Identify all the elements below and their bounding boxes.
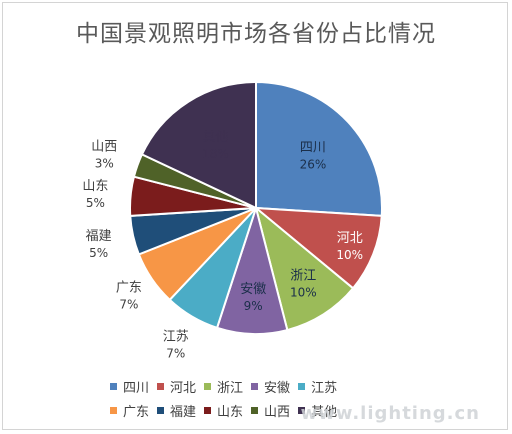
pie-slice bbox=[255, 80, 383, 217]
slice-name-label: 福建 bbox=[86, 229, 112, 244]
legend-swatch bbox=[110, 406, 117, 414]
legend-item: 山西 bbox=[251, 401, 290, 420]
legend-label: 山东 bbox=[217, 404, 244, 420]
slice-name-label: 河北 bbox=[337, 231, 363, 246]
slice-value-label: 10% bbox=[336, 248, 363, 262]
chart-frame bbox=[2, 2, 508, 430]
legend-item: 安徽 bbox=[251, 377, 290, 396]
slice-value-label: 7% bbox=[119, 297, 138, 311]
chart-title: 中国景观照明市场各省份占比情况 bbox=[76, 21, 436, 47]
legend-item: 山东 bbox=[204, 401, 243, 420]
legend-label: 山西 bbox=[264, 404, 291, 420]
slice-name-label: 山西 bbox=[91, 139, 117, 154]
legend-label: 福建 bbox=[170, 404, 197, 420]
legend-swatch bbox=[110, 382, 117, 390]
slice-name-label: 广东 bbox=[116, 280, 142, 295]
legend-row: 广东 福建 山东 山西 其他 bbox=[110, 398, 410, 422]
legend-row: 四川 河北 浙江 安徽 江苏 bbox=[110, 374, 410, 398]
slice-name-label: 安徽 bbox=[240, 282, 266, 297]
slice-name-label: 其他 bbox=[202, 130, 228, 145]
watermark: www.lighting.cn bbox=[300, 403, 480, 424]
legend-item: 四川 bbox=[110, 377, 149, 396]
slice-value-label: 3% bbox=[95, 156, 114, 170]
pie-slice bbox=[252, 206, 383, 290]
legend-item: 江苏 bbox=[298, 377, 337, 396]
slice-value-label: 10% bbox=[290, 286, 317, 300]
legend-swatch bbox=[298, 382, 306, 390]
legend-label: 河北 bbox=[170, 380, 197, 396]
legend-item: 广东 bbox=[110, 401, 149, 420]
legend-label: 其他 bbox=[311, 404, 338, 420]
slice-name-label: 山东 bbox=[82, 179, 108, 194]
slice-value-label: 18% bbox=[202, 147, 229, 161]
legend-label: 广东 bbox=[123, 404, 150, 420]
legend-swatch bbox=[157, 382, 165, 390]
slice-name-label: 浙江 bbox=[290, 269, 316, 284]
legend-item: 浙江 bbox=[204, 377, 243, 396]
slice-value-label: 7% bbox=[166, 347, 185, 361]
legend-label: 江苏 bbox=[311, 380, 338, 396]
legend-swatch bbox=[251, 382, 259, 390]
slice-value-label: 5% bbox=[89, 246, 108, 260]
legend-swatch bbox=[251, 406, 259, 414]
legend-swatch bbox=[157, 406, 165, 414]
slice-value-label: 9% bbox=[244, 299, 263, 313]
legend-swatch bbox=[204, 406, 212, 414]
chart-legend: 四川 河北 浙江 安徽 江苏 广东 福建 山东 山西 其他 bbox=[110, 374, 410, 422]
slice-value-label: 26% bbox=[300, 158, 327, 172]
slice-name-label: 四川 bbox=[300, 141, 326, 156]
legend-item: 福建 bbox=[157, 401, 196, 420]
legend-swatch bbox=[298, 406, 306, 414]
legend-label: 安徽 bbox=[264, 380, 291, 396]
slice-name-label: 江苏 bbox=[163, 329, 189, 345]
legend-item: 其他 bbox=[298, 401, 337, 420]
pie-slice bbox=[140, 80, 257, 210]
legend-label: 浙江 bbox=[217, 380, 244, 396]
legend-swatch bbox=[204, 382, 212, 390]
legend-item: 河北 bbox=[157, 377, 196, 396]
slice-value-label: 5% bbox=[86, 196, 105, 210]
legend-label: 四川 bbox=[123, 380, 150, 396]
